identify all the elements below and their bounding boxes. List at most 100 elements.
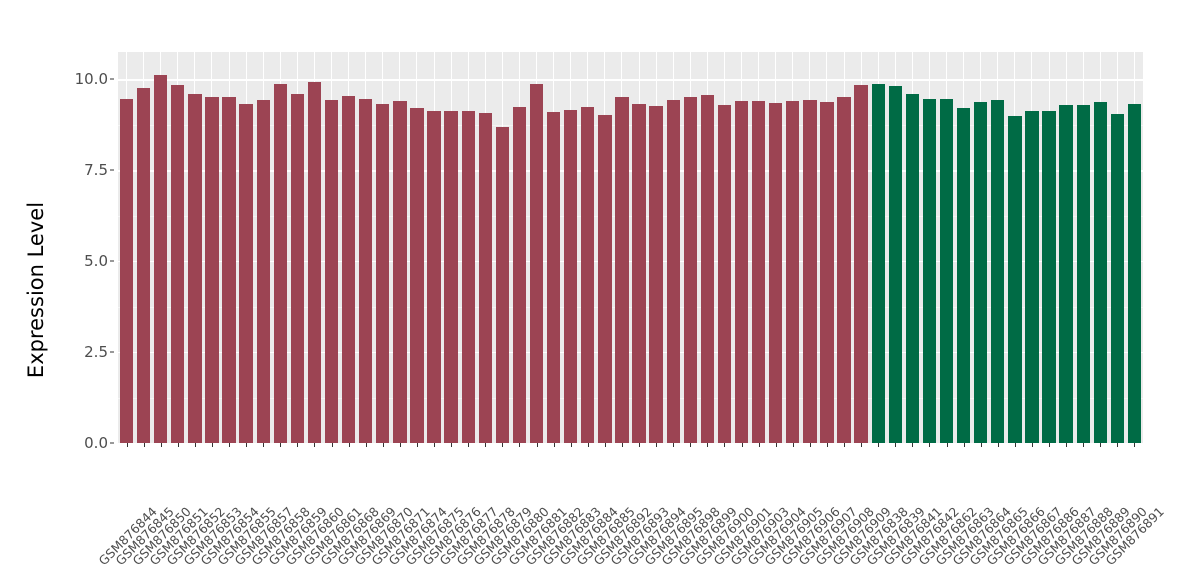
gridline-minor-horizontal bbox=[118, 397, 1143, 399]
bar bbox=[734, 101, 749, 443]
bar bbox=[444, 110, 458, 443]
y-axis-tick-label: 7.5 bbox=[84, 161, 108, 180]
x-axis-tick-mark bbox=[211, 443, 213, 447]
gridline-major-horizontal bbox=[118, 352, 1143, 354]
bar bbox=[717, 104, 732, 443]
x-axis-tick-mark bbox=[758, 443, 760, 447]
x-axis-tick-mark bbox=[519, 443, 521, 447]
x-axis-tick-mark bbox=[365, 443, 367, 447]
gridline-minor-horizontal bbox=[118, 124, 1143, 126]
x-axis-tick-mark bbox=[194, 443, 196, 447]
bar bbox=[956, 107, 971, 443]
x-axis-tick-mark bbox=[143, 443, 145, 447]
bar bbox=[649, 106, 663, 443]
bar bbox=[922, 98, 937, 443]
x-axis-tick-mark bbox=[570, 443, 572, 447]
bar bbox=[205, 96, 219, 443]
bar bbox=[359, 98, 373, 443]
bar bbox=[410, 107, 424, 443]
bar bbox=[1025, 111, 1039, 443]
x-axis-tick-mark bbox=[963, 443, 965, 447]
x-axis-tick-mark bbox=[416, 443, 418, 447]
x-axis-tick-mark bbox=[553, 443, 555, 447]
x-axis-tick-mark bbox=[690, 443, 692, 447]
bar bbox=[512, 107, 527, 443]
x-axis-tick-mark bbox=[1049, 443, 1051, 447]
y-axis-title: Expression Level bbox=[24, 201, 48, 379]
x-axis-tick-mark bbox=[177, 443, 179, 447]
x-axis-tick-mark bbox=[263, 443, 265, 447]
x-axis-tick-mark bbox=[587, 443, 589, 447]
x-axis-tick-mark bbox=[639, 443, 641, 447]
x-axis-tick-mark bbox=[912, 443, 914, 447]
bar bbox=[1008, 116, 1022, 443]
y-axis-tick-mark bbox=[110, 260, 114, 262]
x-axis-tick-mark bbox=[246, 443, 248, 447]
bar bbox=[615, 97, 629, 443]
bar bbox=[564, 110, 578, 443]
y-axis-tick-label: 10.0 bbox=[74, 70, 108, 89]
x-axis-tick-mark bbox=[1066, 443, 1068, 447]
bar bbox=[769, 103, 783, 443]
bar bbox=[820, 101, 834, 443]
x-axis-tick-mark bbox=[878, 443, 880, 447]
bar bbox=[273, 83, 287, 443]
x-axis-tick-mark bbox=[844, 443, 846, 447]
bar bbox=[888, 85, 902, 443]
x-axis-tick-mark bbox=[536, 443, 538, 447]
gridline-major-horizontal bbox=[118, 79, 1143, 81]
x-axis-tick-mark bbox=[1083, 443, 1085, 447]
x-axis-tick-mark bbox=[331, 443, 333, 447]
bar bbox=[324, 99, 339, 443]
x-axis-tick-mark bbox=[707, 443, 709, 447]
x-axis-tick-mark bbox=[980, 443, 982, 447]
x-axis-tick-mark bbox=[382, 443, 384, 447]
bar bbox=[188, 93, 202, 443]
bar bbox=[427, 111, 441, 443]
x-axis-tick-mark bbox=[997, 443, 999, 447]
bar bbox=[786, 101, 800, 443]
gridline-major-horizontal bbox=[118, 261, 1143, 263]
bar bbox=[307, 81, 322, 443]
x-axis-tick-mark bbox=[792, 443, 794, 447]
bar bbox=[939, 98, 954, 443]
x-axis-tick-mark bbox=[656, 443, 658, 447]
x-axis-tick-mark bbox=[229, 443, 231, 447]
y-axis-tick-mark bbox=[110, 78, 114, 80]
bar bbox=[171, 84, 185, 443]
gridline-minor-horizontal bbox=[118, 215, 1143, 217]
bar bbox=[581, 106, 595, 443]
bar bbox=[1093, 101, 1107, 443]
bar bbox=[683, 97, 697, 443]
bars-layer bbox=[118, 52, 1143, 443]
bar bbox=[1059, 104, 1073, 443]
x-axis-tick-mark bbox=[297, 443, 299, 447]
x-axis-tick-mark bbox=[895, 443, 897, 447]
plot-panel bbox=[118, 52, 1143, 443]
x-axis-tick-mark bbox=[826, 443, 828, 447]
bar bbox=[871, 84, 885, 443]
x-axis: GSM876844 GSM876845 GSM876850 GSM876851 GSM8… bbox=[95, 443, 1167, 580]
bar bbox=[598, 114, 612, 443]
bar bbox=[154, 74, 168, 443]
x-axis-tick-mark bbox=[502, 443, 504, 447]
bar bbox=[136, 88, 151, 443]
bar bbox=[376, 103, 390, 443]
x-axis-tick-mark bbox=[1014, 443, 1016, 447]
x-axis-tick-mark bbox=[775, 443, 777, 447]
x-axis-tick-mark bbox=[1031, 443, 1033, 447]
bar bbox=[222, 96, 236, 443]
bar bbox=[290, 93, 305, 443]
bar bbox=[546, 112, 561, 443]
x-axis-tick-mark bbox=[126, 443, 128, 447]
x-axis-tick-mark bbox=[946, 443, 948, 447]
bar bbox=[974, 101, 988, 443]
x-axis-tick-mark bbox=[160, 443, 162, 447]
x-axis-tick-mark bbox=[280, 443, 282, 447]
bar bbox=[854, 85, 868, 443]
bar bbox=[341, 96, 356, 443]
x-axis-tick-mark bbox=[348, 443, 350, 447]
x-axis-tick-mark bbox=[314, 443, 316, 447]
bar bbox=[1076, 104, 1090, 443]
